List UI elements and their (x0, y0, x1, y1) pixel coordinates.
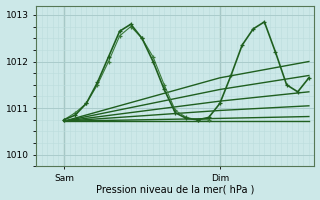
X-axis label: Pression niveau de la mer( hPa ): Pression niveau de la mer( hPa ) (96, 184, 254, 194)
